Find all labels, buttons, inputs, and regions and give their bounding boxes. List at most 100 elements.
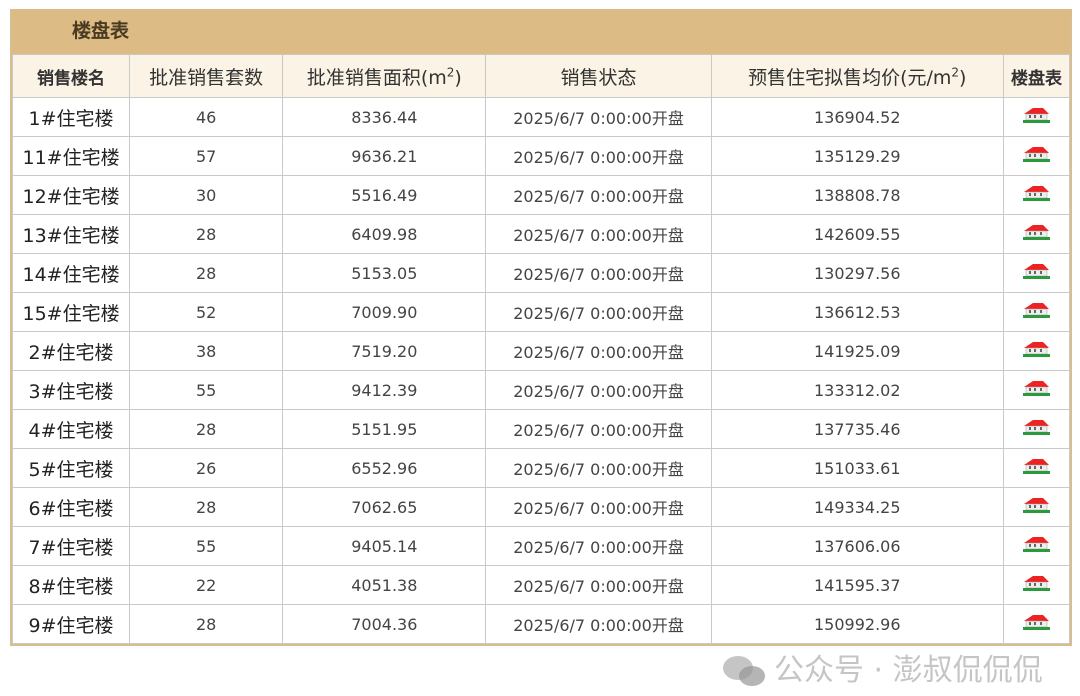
table-row: 11#住宅楼 57 9636.21 2025/6/7 0:00:00开盘 135129.…: [11, 136, 1071, 176]
cell-approved-units: 28: [129, 409, 284, 449]
cell-building-chart[interactable]: [1002, 97, 1071, 137]
cell-building-chart[interactable]: [1002, 604, 1071, 644]
table-row: 4#住宅楼 28 5151.95 2025/6/7 0:00:00开盘 137735.4…: [11, 409, 1071, 449]
header-building-chart: 楼盘表: [1002, 54, 1071, 98]
cell-building-chart[interactable]: [1002, 331, 1071, 371]
watermark-text: 公众号 · 澎叔侃侃侃: [774, 653, 1043, 688]
cell-approved-units: 28: [129, 487, 284, 527]
cell-sales-status: 2025/6/7 0:00:00开盘: [485, 331, 712, 371]
cell-approved-units: 38: [129, 331, 284, 371]
cell-building-name: 1#住宅楼: [11, 97, 131, 137]
house-icon[interactable]: [1021, 107, 1051, 123]
cell-building-name: 12#住宅楼: [11, 175, 131, 215]
cell-building-name: 3#住宅楼: [11, 370, 131, 410]
cell-sales-status: 2025/6/7 0:00:00开盘: [485, 526, 712, 566]
cell-approved-units: 52: [129, 292, 284, 332]
cell-approved-units: 55: [129, 526, 284, 566]
table-row: 8#住宅楼 22 4051.38 2025/6/7 0:00:00开盘 141595.3…: [11, 565, 1071, 605]
cell-approved-area: 9412.39: [282, 370, 487, 410]
cell-building-chart[interactable]: [1002, 292, 1071, 332]
cell-sales-status: 2025/6/7 0:00:00开盘: [485, 292, 712, 332]
cell-sales-status: 2025/6/7 0:00:00开盘: [485, 487, 712, 527]
cell-building-name: 13#住宅楼: [11, 214, 131, 254]
superscript: 2: [951, 65, 960, 80]
cell-approved-area: 8336.44: [282, 97, 487, 137]
superscript: 2: [446, 65, 455, 80]
house-icon[interactable]: [1021, 146, 1051, 162]
watermark: 公众号 · 澎叔侃侃侃: [722, 652, 1043, 690]
house-icon[interactable]: [1021, 380, 1051, 396]
header-approved-units: 批准销售套数: [129, 54, 284, 98]
cell-building-chart[interactable]: [1002, 175, 1071, 215]
cell-avg-price: 136904.52: [710, 97, 1004, 137]
cell-building-chart[interactable]: [1002, 487, 1071, 527]
wechat-icon: [723, 656, 765, 686]
house-icon[interactable]: [1021, 458, 1051, 474]
cell-avg-price: 149334.25: [710, 487, 1004, 527]
house-icon[interactable]: [1021, 536, 1051, 552]
cell-approved-area: 5153.05: [282, 253, 487, 293]
cell-sales-status: 2025/6/7 0:00:00开盘: [485, 97, 712, 137]
cell-avg-price: 141925.09: [710, 331, 1004, 371]
house-icon[interactable]: [1021, 614, 1051, 630]
house-icon[interactable]: [1021, 224, 1051, 240]
cell-approved-area: 4051.38: [282, 565, 487, 605]
cell-building-chart[interactable]: [1002, 370, 1071, 410]
cell-approved-units: 28: [129, 214, 284, 254]
cell-avg-price: 151033.61: [710, 448, 1004, 488]
cell-avg-price: 136612.53: [710, 292, 1004, 332]
cell-avg-price: 141595.37: [710, 565, 1004, 605]
cell-building-chart[interactable]: [1002, 253, 1071, 293]
house-icon[interactable]: [1021, 419, 1051, 435]
cell-approved-area: 9405.14: [282, 526, 487, 566]
cell-avg-price: 142609.55: [710, 214, 1004, 254]
cell-approved-units: 22: [129, 565, 284, 605]
cell-building-chart[interactable]: [1002, 214, 1071, 254]
building-table-panel: 楼盘表 销售楼名 批准销售套数 批准销售面积(m2) 销售状态 预售住宅拟售均价…: [10, 9, 1072, 646]
paren: ): [454, 66, 462, 89]
cell-sales-status: 2025/6/7 0:00:00开盘: [485, 253, 712, 293]
cell-approved-units: 30: [129, 175, 284, 215]
table-row: 12#住宅楼 30 5516.49 2025/6/7 0:00:00开盘 138808.…: [11, 175, 1071, 215]
table-row: 5#住宅楼 26 6552.96 2025/6/7 0:00:00开盘 151033.6…: [11, 448, 1071, 488]
cell-sales-status: 2025/6/7 0:00:00开盘: [485, 370, 712, 410]
table-row: 3#住宅楼 55 9412.39 2025/6/7 0:00:00开盘 133312.0…: [11, 370, 1071, 410]
table-row: 15#住宅楼 52 7009.90 2025/6/7 0:00:00开盘 136612.…: [11, 292, 1071, 332]
cell-approved-units: 46: [129, 97, 284, 137]
cell-building-name: 2#住宅楼: [11, 331, 131, 371]
cell-approved-area: 7519.20: [282, 331, 487, 371]
cell-approved-area: 6409.98: [282, 214, 487, 254]
header-building-name: 销售楼名: [11, 54, 131, 98]
header-sales-status: 销售状态: [485, 54, 712, 98]
house-icon[interactable]: [1021, 185, 1051, 201]
cell-building-name: 11#住宅楼: [11, 136, 131, 176]
panel-title: 楼盘表: [12, 9, 1070, 54]
table-row: 13#住宅楼 28 6409.98 2025/6/7 0:00:00开盘 142609.…: [11, 214, 1071, 254]
cell-sales-status: 2025/6/7 0:00:00开盘: [485, 214, 712, 254]
cell-approved-units: 57: [129, 136, 284, 176]
cell-building-chart[interactable]: [1002, 565, 1071, 605]
paren: ): [959, 66, 967, 89]
table-row: 6#住宅楼 28 7062.65 2025/6/7 0:00:00开盘 149334.2…: [11, 487, 1071, 527]
house-icon[interactable]: [1021, 497, 1051, 513]
cell-approved-area: 5516.49: [282, 175, 487, 215]
building-table: 销售楼名 批准销售套数 批准销售面积(m2) 销售状态 预售住宅拟售均价(元/m…: [11, 54, 1071, 644]
cell-approved-area: 7009.90: [282, 292, 487, 332]
header-row: 销售楼名 批准销售套数 批准销售面积(m2) 销售状态 预售住宅拟售均价(元/m…: [11, 54, 1071, 98]
cell-approved-units: 26: [129, 448, 284, 488]
house-icon[interactable]: [1021, 302, 1051, 318]
cell-building-chart[interactable]: [1002, 136, 1071, 176]
house-icon[interactable]: [1021, 263, 1051, 279]
cell-building-name: 14#住宅楼: [11, 253, 131, 293]
cell-building-chart[interactable]: [1002, 526, 1071, 566]
cell-approved-area: 7062.65: [282, 487, 487, 527]
cell-building-name: 4#住宅楼: [11, 409, 131, 449]
cell-building-chart[interactable]: [1002, 448, 1071, 488]
cell-sales-status: 2025/6/7 0:00:00开盘: [485, 409, 712, 449]
cell-building-chart[interactable]: [1002, 409, 1071, 449]
house-icon[interactable]: [1021, 575, 1051, 591]
cell-avg-price: 135129.29: [710, 136, 1004, 176]
cell-building-name: 5#住宅楼: [11, 448, 131, 488]
house-icon[interactable]: [1021, 341, 1051, 357]
cell-building-name: 7#住宅楼: [11, 526, 131, 566]
